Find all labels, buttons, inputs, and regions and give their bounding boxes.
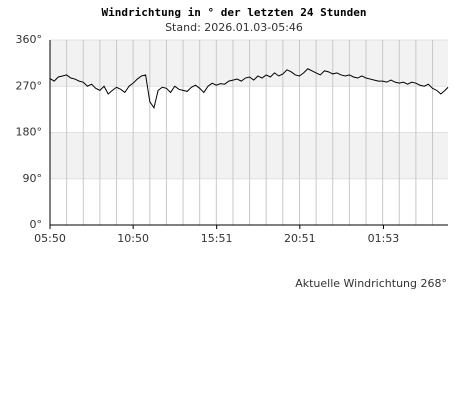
data-line [49, 68, 449, 110]
y-tick-label: 360° [16, 33, 43, 46]
annotation: Aktuelle Windrichtung 268° [295, 277, 447, 290]
x-tick-label: 20:51 [284, 232, 316, 245]
chart-title: Windrichtung in ° der letzten 24 Stunden [102, 6, 367, 19]
x-tick-label: 01:53 [368, 232, 400, 245]
y-tick-label: 0° [30, 218, 43, 231]
chart-subtitle: Stand: 2026.01.03-05:46 [165, 21, 303, 34]
x-tick-label: 15:51 [201, 232, 233, 245]
band [50, 40, 448, 87]
y-tick-label: 270° [16, 79, 43, 92]
x-tick-label: 05:50 [34, 232, 66, 245]
x-tick-label: 10:50 [117, 232, 149, 245]
y-tick-label: 180° [16, 126, 43, 139]
y-tick-label: 90° [23, 172, 43, 185]
band [50, 132, 448, 179]
